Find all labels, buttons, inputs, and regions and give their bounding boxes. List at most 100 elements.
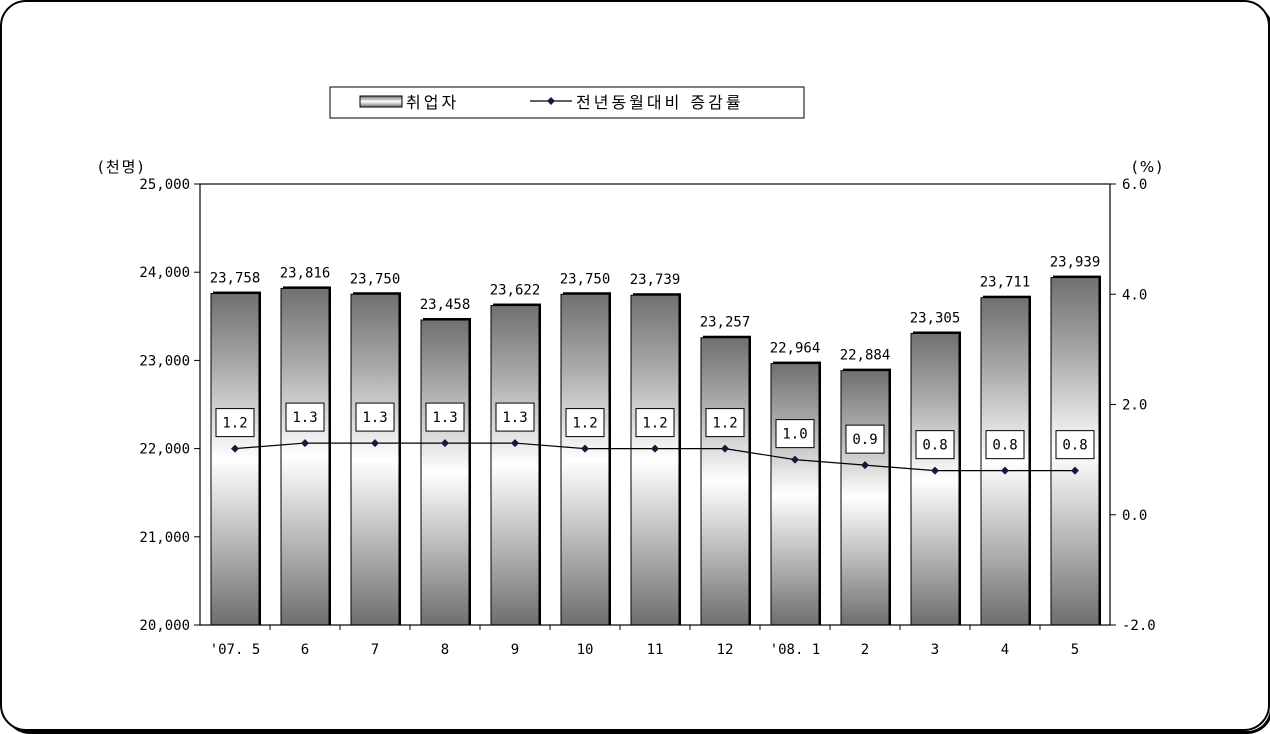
x-axis-label: 3 bbox=[931, 642, 939, 658]
rate-marker bbox=[791, 455, 799, 464]
rate-marker bbox=[231, 444, 239, 453]
rate-marker bbox=[651, 444, 659, 453]
rate-value-label: 0.9 bbox=[852, 432, 877, 448]
legend-box bbox=[329, 86, 805, 119]
x-axis-label: 5 bbox=[1071, 642, 1079, 658]
left-axis-tick-label: 23,000 bbox=[139, 353, 190, 369]
right-axis: -2.0 0.0 2.0 4.0 6.0 bbox=[1110, 177, 1156, 634]
rate-label-box bbox=[775, 419, 815, 449]
rate-label-box bbox=[355, 402, 395, 432]
legend-bar-label: 취업자 bbox=[406, 93, 459, 112]
x-axis-label: 9 bbox=[511, 642, 519, 658]
x-axis-label: '07. 5 bbox=[210, 642, 261, 658]
rate-marker bbox=[721, 444, 729, 453]
rate-marker bbox=[511, 439, 519, 448]
rate-marker bbox=[1071, 466, 1079, 475]
rate-label-box bbox=[705, 408, 745, 438]
left-axis-tick-label: 24,000 bbox=[139, 265, 190, 281]
x-axis-label: 12 bbox=[717, 642, 734, 658]
rate-marker bbox=[371, 439, 379, 448]
bar-value-label: 23,816 bbox=[280, 265, 331, 281]
rate-label-box bbox=[845, 424, 885, 454]
bar bbox=[700, 337, 750, 626]
left-axis-tick-label: 21,000 bbox=[139, 530, 190, 546]
right-axis-tick-label: 6.0 bbox=[1122, 177, 1147, 193]
bar-value-label: 23,750 bbox=[350, 271, 401, 287]
bar-value-label: 23,939 bbox=[1050, 255, 1101, 271]
bar bbox=[910, 332, 960, 626]
rate-value-label: 1.2 bbox=[712, 416, 737, 432]
x-axis-label: '08. 1 bbox=[770, 642, 821, 658]
rate-value-label: 1.3 bbox=[292, 410, 317, 426]
x-axis-label: 6 bbox=[301, 642, 309, 658]
legend: 취업자 전년동월대비 증감률 bbox=[329, 86, 805, 119]
legend-line-marker bbox=[547, 97, 555, 105]
rate-label-box bbox=[425, 402, 465, 432]
left-axis-tick-label: 25,000 bbox=[139, 177, 190, 193]
bar bbox=[560, 293, 610, 626]
x-axis-labels: '07. 5 6 7 8 9 10 11 12 '08. 1 2 3 4 5 bbox=[210, 625, 1079, 658]
rate-value-label: 1.2 bbox=[222, 416, 247, 432]
bar bbox=[630, 294, 680, 626]
rate-marker bbox=[581, 444, 589, 453]
rate-label-box bbox=[985, 430, 1025, 460]
left-axis-unit: (천명) bbox=[98, 158, 145, 176]
legend-line-label: 전년동월대비 증감률 bbox=[576, 93, 744, 112]
bar bbox=[420, 319, 470, 626]
rate-label-box bbox=[495, 402, 535, 432]
x-axis-label: 10 bbox=[577, 642, 594, 658]
bar bbox=[350, 293, 400, 626]
rate-marker bbox=[301, 439, 309, 448]
rate-label-box bbox=[285, 402, 325, 432]
rate-marker bbox=[861, 461, 869, 470]
bar-value-label: 23,711 bbox=[980, 275, 1031, 291]
left-axis-tick-label: 20,000 bbox=[139, 618, 190, 634]
bar bbox=[980, 297, 1030, 626]
bar-series: 23,758 23,816 23,750 23,458 23,622 23,750 23,7… bbox=[210, 255, 1101, 626]
rate-value-label: 0.8 bbox=[992, 438, 1017, 454]
rate-value-label: 0.8 bbox=[922, 438, 947, 454]
right-axis-tick-label: 2.0 bbox=[1122, 398, 1147, 414]
plot-area-frame bbox=[199, 183, 1111, 626]
x-axis-label: 2 bbox=[861, 642, 869, 658]
bar-value-label: 23,750 bbox=[560, 271, 611, 287]
bar-value-label: 23,257 bbox=[700, 315, 751, 331]
x-axis-label: 4 bbox=[1001, 642, 1009, 658]
rate-value-label: 1.2 bbox=[642, 416, 667, 432]
x-axis-label: 8 bbox=[441, 642, 449, 658]
rate-value-label: 1.3 bbox=[362, 410, 387, 426]
rate-value-label: 1.3 bbox=[432, 410, 457, 426]
rate-value-label: 0.8 bbox=[1062, 438, 1087, 454]
rate-line-series: 1.2 1.3 1.3 1.3 1.3 1.2 1.2 1.2 1.0 0.9 0.8 0.8 0.8 bbox=[215, 402, 1095, 475]
x-axis-label: 7 bbox=[371, 642, 379, 658]
x-axis-label: 11 bbox=[647, 642, 664, 658]
right-axis-tick-label: 4.0 bbox=[1122, 287, 1147, 303]
bar-value-label: 22,964 bbox=[770, 341, 821, 357]
bar-value-label: 22,884 bbox=[840, 348, 891, 364]
right-axis-tick-label: 0.0 bbox=[1122, 508, 1147, 524]
rate-marker bbox=[931, 466, 939, 475]
right-axis-unit: (%) bbox=[1132, 158, 1164, 176]
rate-label-box bbox=[215, 408, 255, 438]
rate-label-box bbox=[565, 408, 605, 438]
bar bbox=[770, 363, 820, 626]
rate-label-box bbox=[915, 430, 955, 460]
bar-value-label: 23,622 bbox=[490, 283, 541, 299]
legend-bar-swatch bbox=[359, 95, 403, 108]
bar-value-label: 23,739 bbox=[630, 272, 681, 288]
rate-value-label: 1.3 bbox=[502, 410, 527, 426]
rate-marker bbox=[1001, 466, 1009, 475]
left-axis-tick-label: 22,000 bbox=[139, 442, 190, 458]
bar bbox=[280, 287, 330, 626]
rate-label-box bbox=[1055, 430, 1095, 460]
right-axis-tick-label: -2.0 bbox=[1122, 618, 1156, 634]
rate-value-label: 1.0 bbox=[782, 427, 807, 443]
bar-value-label: 23,305 bbox=[910, 310, 961, 326]
left-axis: 20,000 21,000 22,000 23,000 24,000 25,000 bbox=[139, 177, 200, 634]
bar-value-label: 23,758 bbox=[210, 271, 261, 287]
rate-label-box bbox=[635, 408, 675, 438]
rate-marker bbox=[441, 439, 449, 448]
bar-value-label: 23,458 bbox=[420, 297, 471, 313]
bar bbox=[840, 370, 890, 626]
